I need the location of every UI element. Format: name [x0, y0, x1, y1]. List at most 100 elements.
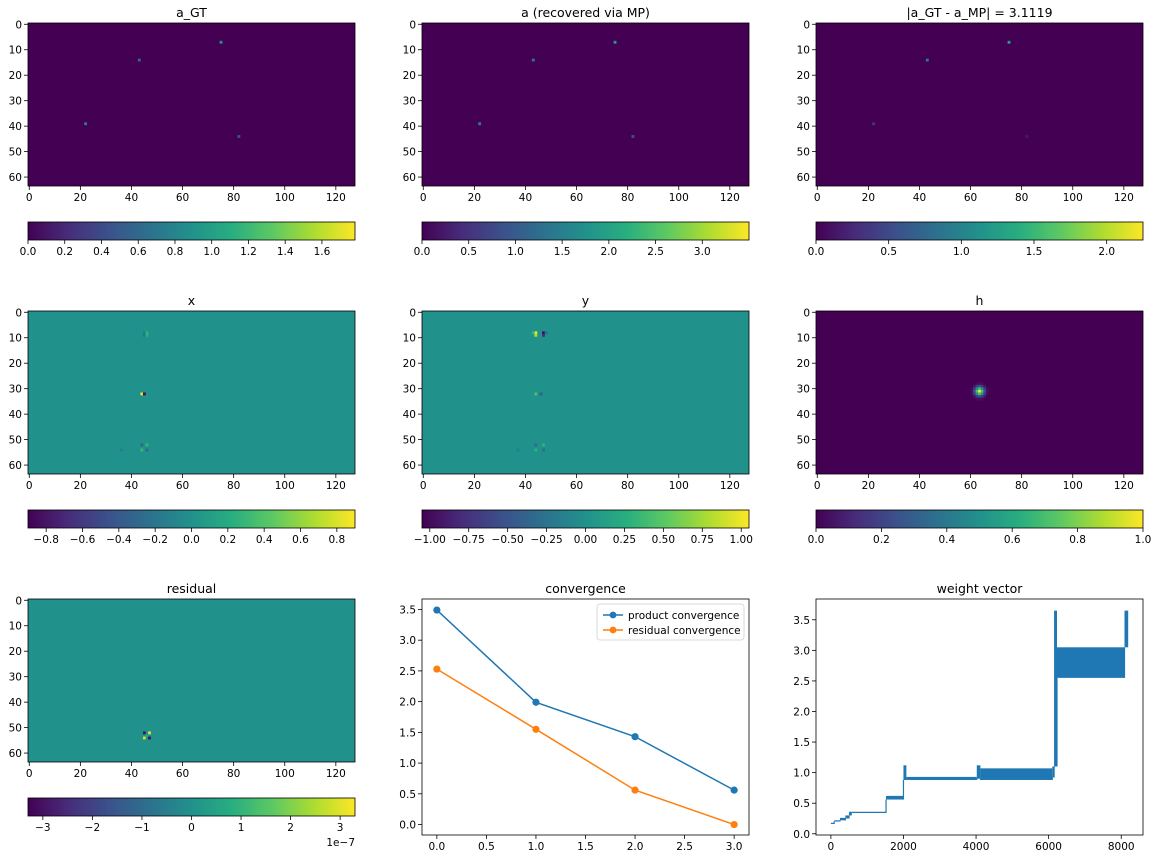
heatmap-background: [28, 23, 355, 186]
heatmap-cell: [973, 392, 976, 396]
y-tick-label: 60: [797, 172, 810, 184]
y-tick-label: 2.5: [793, 676, 810, 688]
x-tick-label: 120: [326, 480, 346, 492]
y-tick-label: 40: [797, 121, 810, 133]
weight-segment: [906, 776, 977, 780]
x-tick-label: 0: [26, 192, 33, 204]
weight-segment: [886, 795, 904, 800]
heatmap-panel-1: 0 20 40 60 80 100 120 0 10 20 30 40 50 60 a_GT 0.0 0.2 0.…: [9, 5, 356, 258]
heatmap-cell: [142, 731, 146, 735]
y-tick-label: 20: [403, 358, 416, 370]
heatmap-cell: [973, 384, 976, 388]
x-tick-label: 0.0: [429, 841, 446, 853]
colorbar-tick-label: 1.2: [240, 246, 257, 258]
panel-title: convergence: [545, 581, 626, 596]
heatmap-cell: [534, 448, 538, 452]
y-tick-label: 60: [403, 460, 416, 472]
heatmap-cell: [531, 58, 535, 62]
heatmap-cell: [975, 389, 979, 393]
weight-segment: [851, 811, 887, 813]
heatmap-cell: [631, 135, 635, 138]
y-tick-label: 0.5: [793, 798, 810, 810]
y-tick-label: 60: [9, 172, 22, 184]
axes-frame: [421, 310, 750, 475]
heatmap-cell: [142, 331, 146, 335]
colorbar-tick-label: 0.2: [219, 534, 236, 546]
y-tick-label: 0: [15, 19, 22, 31]
y-tick-label: 10: [9, 621, 22, 633]
colorbar-tick-label: −0.8: [33, 534, 59, 546]
weight-segment: [839, 817, 846, 821]
heatmap-cell: [975, 392, 979, 396]
weight-segment: [830, 822, 835, 824]
colorbar-tick-label: 3: [337, 822, 344, 834]
y-tick-label: 0: [803, 307, 810, 319]
heatmap-cell: [142, 736, 146, 740]
heatmap-cell: [925, 58, 929, 62]
heatmap-cell: [983, 389, 987, 393]
plot-area: [816, 599, 1143, 835]
y-tick-label: 60: [797, 460, 810, 472]
colorbar-tick-label: 0.6: [130, 246, 147, 258]
x-tick-label: 100: [275, 192, 295, 204]
series-point: [730, 820, 738, 829]
heatmap-cell: [1007, 40, 1011, 44]
heatmap-cell: [983, 387, 987, 391]
x-tick-label: 20: [862, 192, 875, 204]
weight-segment: [980, 768, 1053, 780]
colorbar-tick-label: 0.4: [938, 534, 955, 546]
x-tick-label: 20: [74, 768, 87, 780]
colorbar-tick-label: 1.0: [1135, 534, 1152, 546]
y-tick-label: 1.5: [793, 737, 810, 749]
x-tick-label: 1.0: [528, 841, 545, 853]
heatmap-cell: [534, 333, 538, 337]
heatmap-cell: [145, 333, 149, 337]
heatmap-cell: [973, 395, 976, 398]
heatmap-cell: [542, 333, 545, 337]
x-tick-label: 40: [519, 192, 532, 204]
y-tick-label: 30: [797, 384, 810, 396]
heatmap-cell: [980, 389, 984, 393]
heatmap-cell: [140, 392, 144, 396]
legend-box: [596, 603, 745, 641]
heatmap-cell: [542, 443, 545, 447]
weight-segment: [845, 815, 850, 819]
y-tick-label: 50: [9, 435, 22, 447]
y-tick-label: 2.5: [399, 666, 416, 678]
heatmap-cell: [985, 392, 989, 396]
heatmap-cell: [983, 392, 987, 396]
heatmap-cell: [219, 40, 223, 44]
y-tick-label: 30: [9, 384, 22, 396]
panel-title: a (recovered via MP): [521, 5, 650, 20]
axes-frame: [27, 22, 356, 187]
x-tick-label: 0: [814, 192, 821, 204]
panel-title: weight vector: [937, 581, 1024, 596]
heatmap-cell: [978, 387, 982, 391]
colorbar-tick-label: 0.4: [93, 246, 110, 258]
y-tick-label: 20: [9, 646, 22, 658]
x-tick-label: 40: [519, 480, 532, 492]
y-tick-label: 40: [9, 409, 22, 421]
heatmap-cell: [119, 448, 123, 452]
axes-frame: [815, 598, 1144, 836]
heatmap-background: [422, 23, 749, 186]
heatmap-cell: [148, 736, 151, 740]
heatmap-background: [422, 311, 749, 474]
y-tick-label: 10: [9, 333, 22, 345]
x-tick-label: 100: [669, 192, 689, 204]
x-tick-label: 60: [964, 480, 977, 492]
heatmap-cell: [970, 387, 974, 391]
colorbar-tick-label: −0.25: [530, 534, 562, 546]
x-tick-label: 120: [720, 480, 740, 492]
colorbar-tick-label: 0.8: [1069, 534, 1086, 546]
y-tick-label: 30: [9, 96, 22, 108]
y-tick-label: 10: [797, 45, 810, 57]
weight-segment: [1052, 766, 1055, 778]
heatmap-cell: [534, 331, 538, 335]
y-tick-label: 10: [797, 333, 810, 345]
y-tick-label: 0: [409, 307, 416, 319]
heatmap-cell: [975, 382, 979, 386]
heatmap-background: [816, 23, 1143, 186]
heatmap-cell: [970, 392, 974, 396]
y-tick-label: 20: [797, 358, 810, 370]
